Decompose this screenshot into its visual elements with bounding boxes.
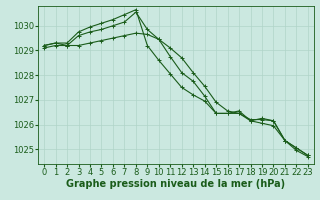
X-axis label: Graphe pression niveau de la mer (hPa): Graphe pression niveau de la mer (hPa) <box>67 179 285 189</box>
